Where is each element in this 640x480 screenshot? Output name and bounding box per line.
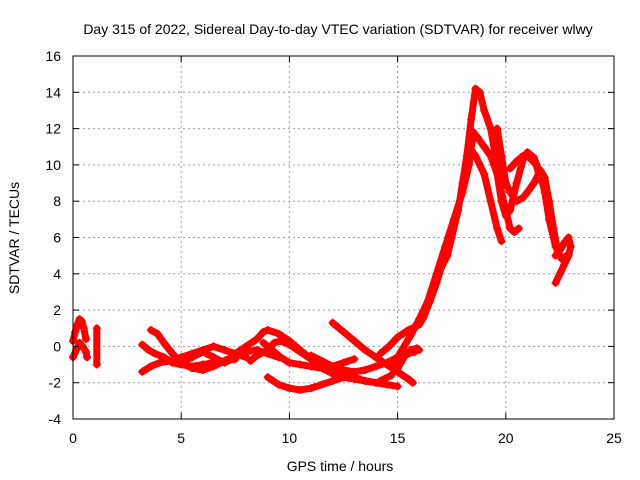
y-tick-label: 16 (45, 48, 61, 64)
data-points (69, 84, 575, 394)
data-trace-segment (441, 215, 458, 251)
y-tick-label: 2 (53, 302, 61, 318)
data-point-marker (81, 335, 90, 344)
data-trace-segment (513, 155, 527, 187)
x-tick-label: 15 (390, 430, 406, 446)
axis-ticks: 0 5 10 15 20 25 -4 -2 0 2 4 6 8 10 12 14 16 (45, 48, 622, 446)
data-trace-segment (487, 125, 501, 169)
y-tick-label: -4 (49, 411, 62, 427)
data-trace-segment (497, 152, 510, 187)
x-tick-label: 0 (69, 430, 77, 446)
data-trace-segment (450, 188, 467, 223)
y-tick-label: 8 (53, 193, 61, 209)
data-point-marker (551, 251, 560, 260)
y-tick-label: -2 (49, 375, 62, 391)
data-point-marker (497, 237, 506, 246)
data-point-marker (393, 382, 402, 391)
y-axis-label: SDTVAR / TECUs (6, 182, 22, 294)
data-point-marker (408, 378, 417, 387)
x-tick-label: 10 (282, 430, 298, 446)
data-point-marker (350, 355, 359, 364)
data-point-marker (540, 182, 549, 191)
data-trace-segment (433, 243, 449, 278)
data-point-marker (514, 224, 523, 233)
data-point-marker (415, 346, 424, 355)
x-axis-label: GPS time / hours (287, 458, 394, 474)
x-tick-label: 5 (177, 430, 185, 446)
data-point-marker (339, 373, 348, 382)
y-tick-label: 10 (45, 157, 61, 173)
data-point-marker (92, 360, 101, 369)
data-trace-segment (493, 125, 505, 160)
y-tick-label: 14 (45, 84, 61, 100)
data-trace-segment (467, 85, 480, 124)
data-trace-segment (424, 270, 441, 305)
x-tick-label: 20 (498, 430, 514, 446)
data-trace-segment (459, 161, 473, 196)
data-trace-segment (493, 170, 505, 205)
x-tick-label: 25 (606, 430, 622, 446)
y-tick-label: 6 (53, 230, 61, 246)
y-tick-label: 4 (53, 266, 61, 282)
chart-title: Day 315 of 2022, Sidereal Day-to-day VTE… (83, 21, 592, 37)
data-trace-segment (545, 197, 557, 232)
y-tick-label: 0 (53, 338, 61, 354)
y-tick-label: 12 (45, 121, 61, 137)
data-trace-segment (487, 197, 501, 232)
data-trace-segment (480, 170, 495, 205)
data-point-marker (83, 353, 92, 362)
